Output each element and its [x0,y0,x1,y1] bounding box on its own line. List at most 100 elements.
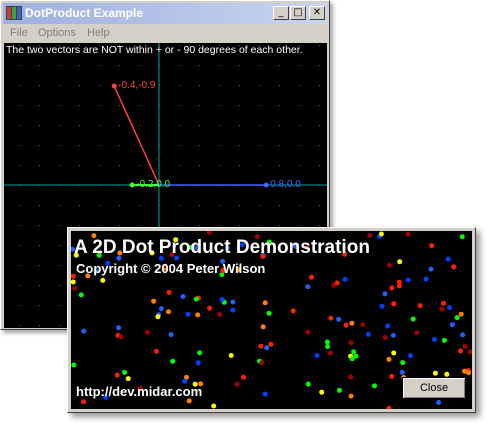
splash-title: A 2D Dot Product Demonstration [74,237,370,258]
confetti-dot [219,272,225,278]
confetti-dot [158,255,164,261]
grid-dot [39,325,40,326]
confetti-dot [360,322,366,328]
projection-label: -0.2,0.0 [136,179,171,190]
confetti-dot [162,263,168,269]
grid-dot [239,45,240,46]
grid-dot [79,225,80,226]
confetti-dot [399,369,405,375]
confetti-dot [259,360,265,366]
confetti-dot [125,376,131,382]
confetti-dot [431,337,437,342]
grid-dot [179,45,180,46]
confetti-dot [441,337,447,343]
grid-dot [239,165,240,166]
confetti-dot [382,335,388,340]
confetti-dot [348,340,354,346]
confetti-dot [81,328,87,334]
confetti-dot [186,398,192,404]
grid-dot [99,145,100,146]
confetti-dot [93,268,99,274]
grid-dot [299,125,300,126]
grid-dot [119,105,120,106]
grid-dot [79,205,80,206]
grid-dot [19,65,20,66]
grid-dot [119,205,120,206]
grid-dot [299,225,300,226]
grid-dot [39,205,40,206]
confetti-dot [305,381,311,387]
confetti-dot [414,330,420,336]
close-button[interactable]: Close [402,377,466,399]
grid-dot [99,125,100,126]
confetti-dot [389,374,395,379]
confetti-dot [149,250,155,256]
confetti-dot [327,350,333,356]
confetti-dot [194,245,200,251]
grid-dot [279,205,280,206]
grid-dot [279,225,280,226]
grid-dot [179,65,180,66]
confetti-dot [174,255,179,261]
grid-dot [19,325,20,326]
grid-dot [179,205,180,206]
grid-dot [319,125,320,126]
grid-dot [19,305,20,306]
grid-dot [39,45,40,46]
grid-dot [139,65,140,66]
grid-dot [239,225,240,226]
close-window-button[interactable]: ✕ [309,6,325,20]
grid-dot [59,105,60,106]
confetti-dot [100,277,106,283]
grid-dot [299,85,300,86]
grid-dot [19,165,20,166]
confetti-dot [118,334,124,340]
menu-options[interactable]: Options [38,27,76,39]
confetti-dot [324,339,330,345]
grid-dot [39,265,40,266]
confetti-dot [389,285,395,291]
confetti-dot [343,322,349,328]
grid-dot [259,65,260,66]
confetti-dot [137,385,143,391]
grid-dot [219,45,220,46]
grid-dot [59,145,60,146]
grid-dot [199,225,200,226]
confetti-dot [116,255,122,261]
grid-dot [259,145,260,146]
confetti-dot [262,300,268,306]
confetti-dot [336,387,342,393]
splash-url[interactable]: http://dev.midar.com [76,384,203,399]
grid-dot [119,125,120,126]
title-bar[interactable]: DotProduct Example _ □ ✕ [3,3,327,24]
grid-dot [19,145,20,146]
grid-dot [219,105,220,106]
grid-dot [219,225,220,226]
minimize-button[interactable]: _ [273,6,289,20]
grid-dot [199,125,200,126]
grid-dot [79,65,80,66]
confetti-dot [451,264,457,270]
grid-dot [279,105,280,106]
confetti-dot [73,252,79,258]
grid-dot [279,45,280,46]
confetti-dot [459,234,465,240]
confetti-dot [342,276,348,282]
grid-dot [319,85,320,86]
grid-dot [219,125,220,126]
grid-dot [119,145,120,146]
confetti-dot [378,231,384,237]
menu-help[interactable]: Help [87,27,110,39]
confetti-dot [105,260,111,266]
maximize-button[interactable]: □ [290,6,306,20]
confetti-dot [447,305,453,311]
confetti-dot [319,389,325,395]
confetti-dot [71,362,77,368]
menu-file[interactable]: File [10,27,28,39]
grid-dot [299,165,300,166]
confetti-dot [241,374,247,380]
grid-dot [199,205,200,206]
confetti-dot [365,331,371,337]
grid-dot [59,265,60,266]
confetti-dot [460,332,466,338]
